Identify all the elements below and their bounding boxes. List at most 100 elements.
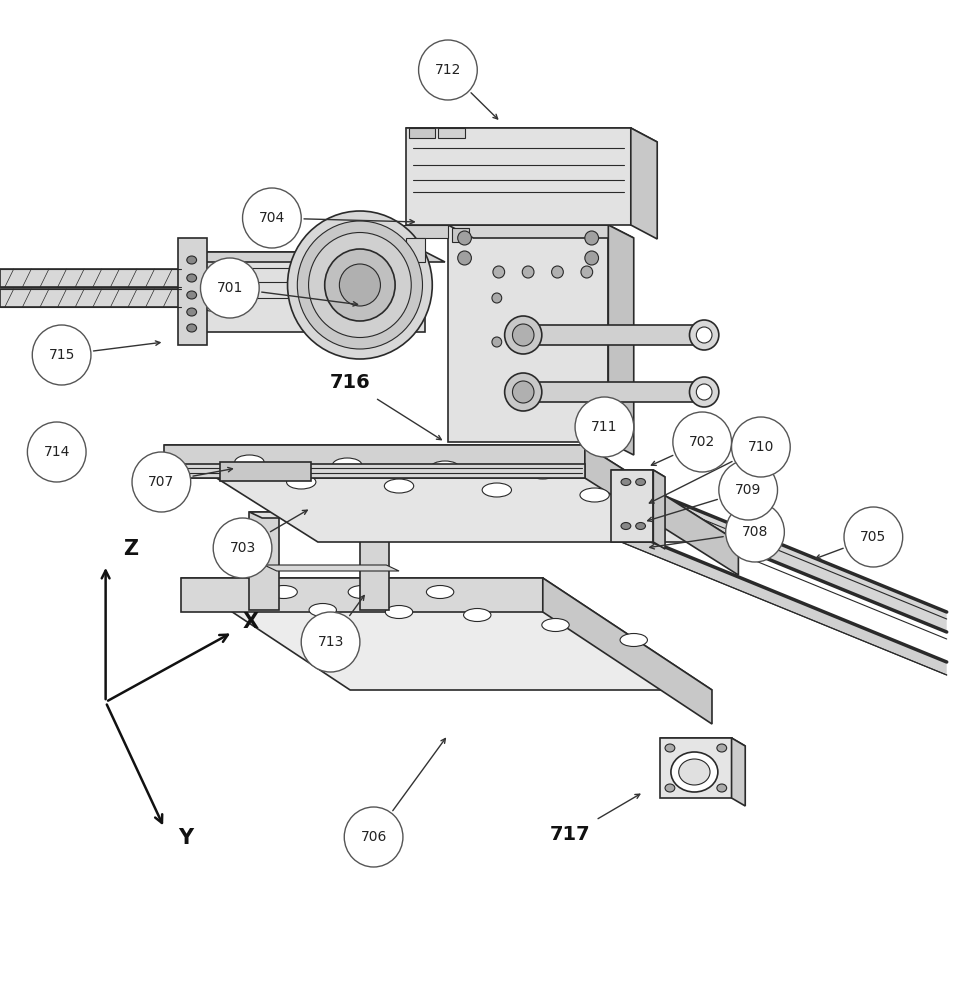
Ellipse shape bbox=[696, 384, 711, 400]
Ellipse shape bbox=[512, 381, 533, 403]
Ellipse shape bbox=[664, 744, 674, 752]
Ellipse shape bbox=[716, 784, 726, 792]
Ellipse shape bbox=[620, 522, 630, 530]
Ellipse shape bbox=[332, 458, 361, 472]
Text: 705: 705 bbox=[860, 530, 885, 544]
Circle shape bbox=[27, 422, 86, 482]
Ellipse shape bbox=[297, 221, 422, 349]
Circle shape bbox=[344, 807, 403, 867]
Text: 711: 711 bbox=[590, 420, 617, 434]
Ellipse shape bbox=[579, 488, 609, 502]
Ellipse shape bbox=[309, 232, 410, 338]
Polygon shape bbox=[523, 325, 703, 345]
Text: 716: 716 bbox=[329, 372, 370, 391]
Text: 717: 717 bbox=[549, 826, 590, 844]
Ellipse shape bbox=[635, 479, 645, 486]
Polygon shape bbox=[249, 512, 291, 518]
Circle shape bbox=[200, 258, 259, 318]
Polygon shape bbox=[405, 238, 425, 262]
Polygon shape bbox=[164, 445, 738, 542]
Ellipse shape bbox=[551, 266, 563, 278]
Text: 704: 704 bbox=[259, 211, 284, 225]
Polygon shape bbox=[220, 462, 311, 481]
Ellipse shape bbox=[463, 608, 490, 621]
Text: 712: 712 bbox=[435, 63, 460, 77]
Ellipse shape bbox=[541, 618, 569, 632]
Ellipse shape bbox=[522, 266, 533, 278]
Polygon shape bbox=[405, 128, 630, 225]
Ellipse shape bbox=[664, 784, 674, 792]
Ellipse shape bbox=[482, 483, 511, 497]
Ellipse shape bbox=[635, 522, 645, 530]
Ellipse shape bbox=[584, 251, 598, 265]
Circle shape bbox=[418, 40, 477, 100]
Polygon shape bbox=[611, 525, 946, 675]
Polygon shape bbox=[181, 578, 711, 690]
Ellipse shape bbox=[234, 455, 264, 469]
Text: 706: 706 bbox=[361, 830, 386, 844]
Text: 708: 708 bbox=[742, 525, 767, 539]
Ellipse shape bbox=[620, 479, 630, 486]
Ellipse shape bbox=[203, 282, 217, 294]
Circle shape bbox=[32, 325, 91, 385]
Polygon shape bbox=[584, 445, 738, 575]
Polygon shape bbox=[611, 470, 664, 477]
Polygon shape bbox=[181, 578, 542, 612]
Circle shape bbox=[843, 507, 902, 567]
Ellipse shape bbox=[203, 299, 217, 311]
Polygon shape bbox=[653, 470, 664, 549]
Text: 710: 710 bbox=[747, 440, 773, 454]
Polygon shape bbox=[659, 738, 744, 746]
Ellipse shape bbox=[716, 744, 726, 752]
Ellipse shape bbox=[696, 327, 711, 343]
Polygon shape bbox=[0, 289, 181, 307]
Ellipse shape bbox=[580, 266, 592, 278]
Ellipse shape bbox=[491, 293, 501, 303]
Text: 707: 707 bbox=[149, 475, 174, 489]
Polygon shape bbox=[184, 252, 425, 332]
Ellipse shape bbox=[287, 211, 432, 359]
Polygon shape bbox=[447, 225, 633, 238]
Polygon shape bbox=[630, 128, 657, 239]
Polygon shape bbox=[171, 464, 584, 478]
Ellipse shape bbox=[187, 324, 196, 332]
Ellipse shape bbox=[491, 337, 501, 347]
Text: 709: 709 bbox=[735, 483, 760, 497]
Polygon shape bbox=[249, 512, 278, 610]
Polygon shape bbox=[659, 738, 731, 798]
Polygon shape bbox=[405, 128, 657, 142]
Text: 701: 701 bbox=[217, 281, 242, 295]
Ellipse shape bbox=[457, 251, 471, 265]
Text: X: X bbox=[242, 612, 258, 632]
Polygon shape bbox=[438, 128, 464, 138]
Ellipse shape bbox=[270, 585, 297, 598]
Circle shape bbox=[132, 452, 191, 512]
Circle shape bbox=[242, 188, 301, 248]
Ellipse shape bbox=[619, 634, 647, 647]
Circle shape bbox=[301, 612, 360, 672]
Ellipse shape bbox=[339, 264, 380, 306]
Text: 702: 702 bbox=[689, 435, 714, 449]
Ellipse shape bbox=[309, 603, 336, 616]
Ellipse shape bbox=[430, 461, 459, 475]
Polygon shape bbox=[542, 578, 711, 724]
Circle shape bbox=[718, 460, 777, 520]
Ellipse shape bbox=[670, 752, 717, 792]
Polygon shape bbox=[360, 512, 402, 518]
Polygon shape bbox=[264, 565, 399, 571]
Text: Z: Z bbox=[123, 539, 138, 559]
Polygon shape bbox=[608, 225, 633, 455]
Text: 703: 703 bbox=[230, 541, 255, 555]
Polygon shape bbox=[611, 475, 946, 632]
Ellipse shape bbox=[286, 475, 316, 489]
Ellipse shape bbox=[689, 377, 718, 407]
Ellipse shape bbox=[324, 249, 395, 321]
Polygon shape bbox=[731, 738, 744, 806]
Polygon shape bbox=[408, 128, 435, 138]
Polygon shape bbox=[178, 238, 207, 345]
Ellipse shape bbox=[187, 291, 196, 299]
Polygon shape bbox=[523, 382, 703, 402]
Ellipse shape bbox=[457, 231, 471, 245]
Text: 714: 714 bbox=[44, 445, 69, 459]
Ellipse shape bbox=[689, 320, 718, 350]
